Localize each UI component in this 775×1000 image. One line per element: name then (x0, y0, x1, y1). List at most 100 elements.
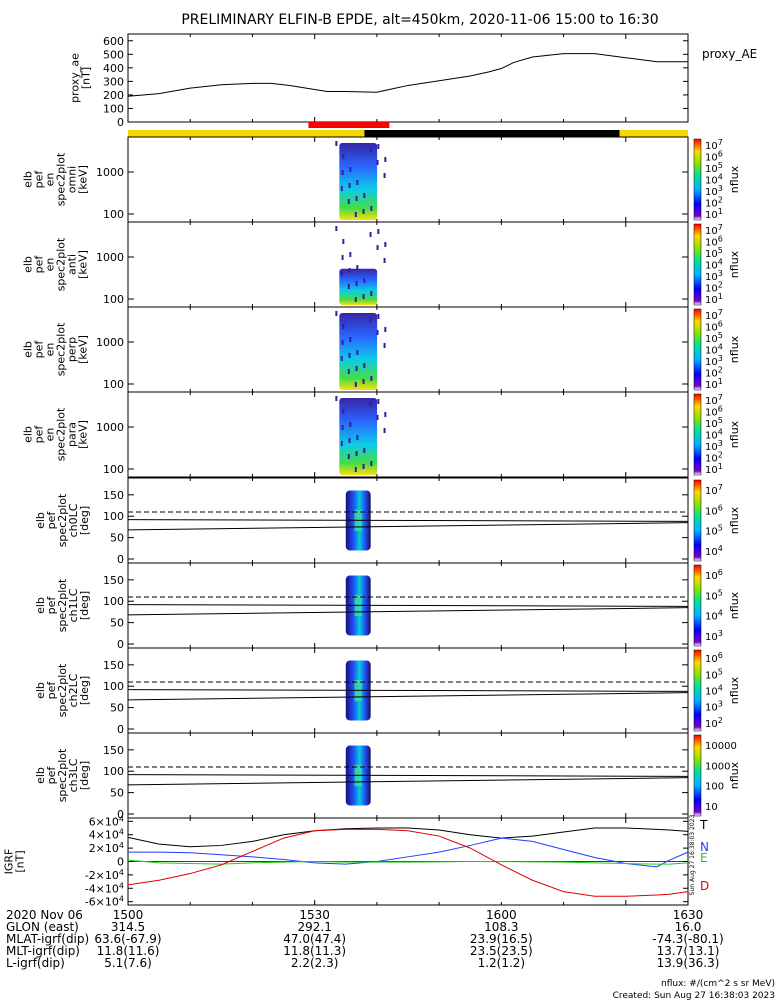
colorbar-strip (693, 649, 702, 732)
text-part: 10 (705, 431, 718, 442)
pitch-tick-label: 100 (103, 595, 124, 608)
igrf-legend-N: N (700, 840, 709, 854)
axis-label-line: pef (45, 596, 58, 615)
axis-label-line: proxy_ae (69, 53, 82, 103)
footer-row-value: -74.3(-80.1) (652, 932, 723, 946)
pitch-tick-label: 50 (110, 702, 124, 715)
axis-label-line: [keV] (77, 165, 90, 194)
footer-row-value: 1630 (673, 908, 704, 922)
axis-label-line: spec2plot (55, 322, 68, 376)
flux-speckle (370, 206, 373, 211)
text-part: 5 (718, 415, 723, 424)
colorbar-label: nflux (728, 676, 741, 704)
ae-y-tick-label: 400 (103, 62, 124, 75)
colorbar-strip (693, 393, 702, 476)
flux-speckle (376, 415, 379, 420)
ae-y-tick-label: 600 (103, 35, 124, 48)
flux-speckle (370, 376, 373, 381)
flux-speckle (348, 183, 351, 188)
colorbar-tick-label: 103 (705, 699, 723, 714)
axis-label-line: [deg] (78, 506, 91, 535)
pitch-angle-panel: 050100150elbpefspec2plotch2LC[deg]102103… (34, 647, 741, 736)
flux-speckle (341, 255, 344, 260)
axis-label-line: ch2LC (67, 673, 80, 707)
text-part: 10 (705, 141, 718, 152)
text-part: 10 (705, 571, 718, 582)
pitch-angle-panels: 050100150elbpefspec2plotch0LC[deg]104105… (34, 477, 741, 821)
colorbar-tick-label: 106 (705, 234, 723, 249)
created-note: Created: Sun Aug 27 16:38:03 2023 (613, 991, 775, 1000)
text-part: 10 (705, 210, 718, 221)
axis-label-line: pef (45, 681, 58, 700)
flux-speckle (377, 399, 380, 404)
text-part: 4 (718, 683, 723, 692)
pitch-angle-colorbar: 10 100 1000 10000 nflux (693, 734, 741, 817)
units-note: nflux: #/(cm^2 s sr MeV) (661, 979, 775, 989)
pitch-tick-label: 0 (117, 723, 124, 736)
flux-speckle (349, 167, 352, 172)
text-part: 2 (718, 450, 723, 459)
flux-speckle (370, 291, 373, 296)
time-ephemeris-footer: 2020 Nov 06 1500 1530 1600 1630 GLON (east) 31… (6, 908, 724, 970)
text-part: 10 (705, 547, 718, 558)
colorbar-tick-label: 106 (705, 568, 723, 583)
colorbar-strip (693, 223, 702, 306)
loss-cone-line (127, 774, 689, 777)
text-part: 7 (718, 392, 723, 401)
energy-tick-label: 100 (103, 293, 124, 306)
text-part: 7 (718, 222, 723, 231)
text-part: 3 (718, 354, 723, 363)
energy-tick-label: 1000 (96, 166, 124, 179)
energy-tick-label: 1000 (96, 336, 124, 349)
axis-label-line: spec2plot (56, 578, 69, 632)
energy-tick-label: 1000 (96, 421, 124, 434)
text-part: 2 (718, 195, 723, 204)
colorbar-tick-label: 103 (705, 354, 723, 369)
axis-label-line: en (44, 428, 57, 442)
text-part: 10 (705, 612, 718, 623)
colorbar-tick-label: 105 (705, 330, 723, 345)
text-part: 10 (705, 506, 718, 517)
panel-frame (127, 391, 689, 478)
text-part: 10 (705, 261, 718, 272)
text-part: 6 (718, 568, 723, 577)
igrf-y-tick-label: 2×104 (89, 841, 124, 856)
text-part: -4×10 (85, 882, 119, 895)
flux-speckle (384, 242, 387, 247)
panel-frame (127, 306, 689, 393)
axis-label-line: [deg] (78, 676, 91, 705)
colorbar-tick-label: 10000 (705, 741, 737, 752)
axis-label-line: elb (34, 512, 47, 529)
axis-label-line: anti (66, 254, 79, 275)
colorbar-tick-label: 107 (705, 222, 723, 237)
text-part: 10 (705, 237, 718, 248)
text-part: 10 (705, 703, 718, 714)
axis-label-line: omni (66, 166, 79, 193)
axis-label-line: spec2plot (56, 748, 69, 802)
loss-cone-line (127, 604, 689, 607)
colorbar-tick-label: 101 (705, 207, 723, 222)
colorbar-tick-label: 101 (705, 377, 723, 392)
flux-speckle (377, 314, 380, 319)
flux-speckle (335, 141, 338, 146)
text-part: 1 (718, 292, 723, 301)
colorbar-tick-label: 107 (705, 392, 723, 407)
igrf-legend-E: E (700, 851, 708, 865)
flux-speckle (369, 147, 372, 152)
axis-label-line: [nT] (80, 67, 93, 89)
text-part: 4 (718, 427, 723, 436)
flux-speckle (342, 239, 345, 244)
colorbar-strip (693, 564, 702, 647)
axis-label-line: pef (45, 511, 58, 530)
colorbar-tick-label: 102 (705, 280, 723, 295)
axis-label-line: elb (22, 256, 35, 273)
colorbar-tick-label: 106 (705, 319, 723, 334)
igrf-line-D (127, 828, 689, 897)
flux-speckle (356, 350, 359, 355)
flux-speckle (354, 382, 357, 387)
text-part: 7 (718, 137, 723, 146)
